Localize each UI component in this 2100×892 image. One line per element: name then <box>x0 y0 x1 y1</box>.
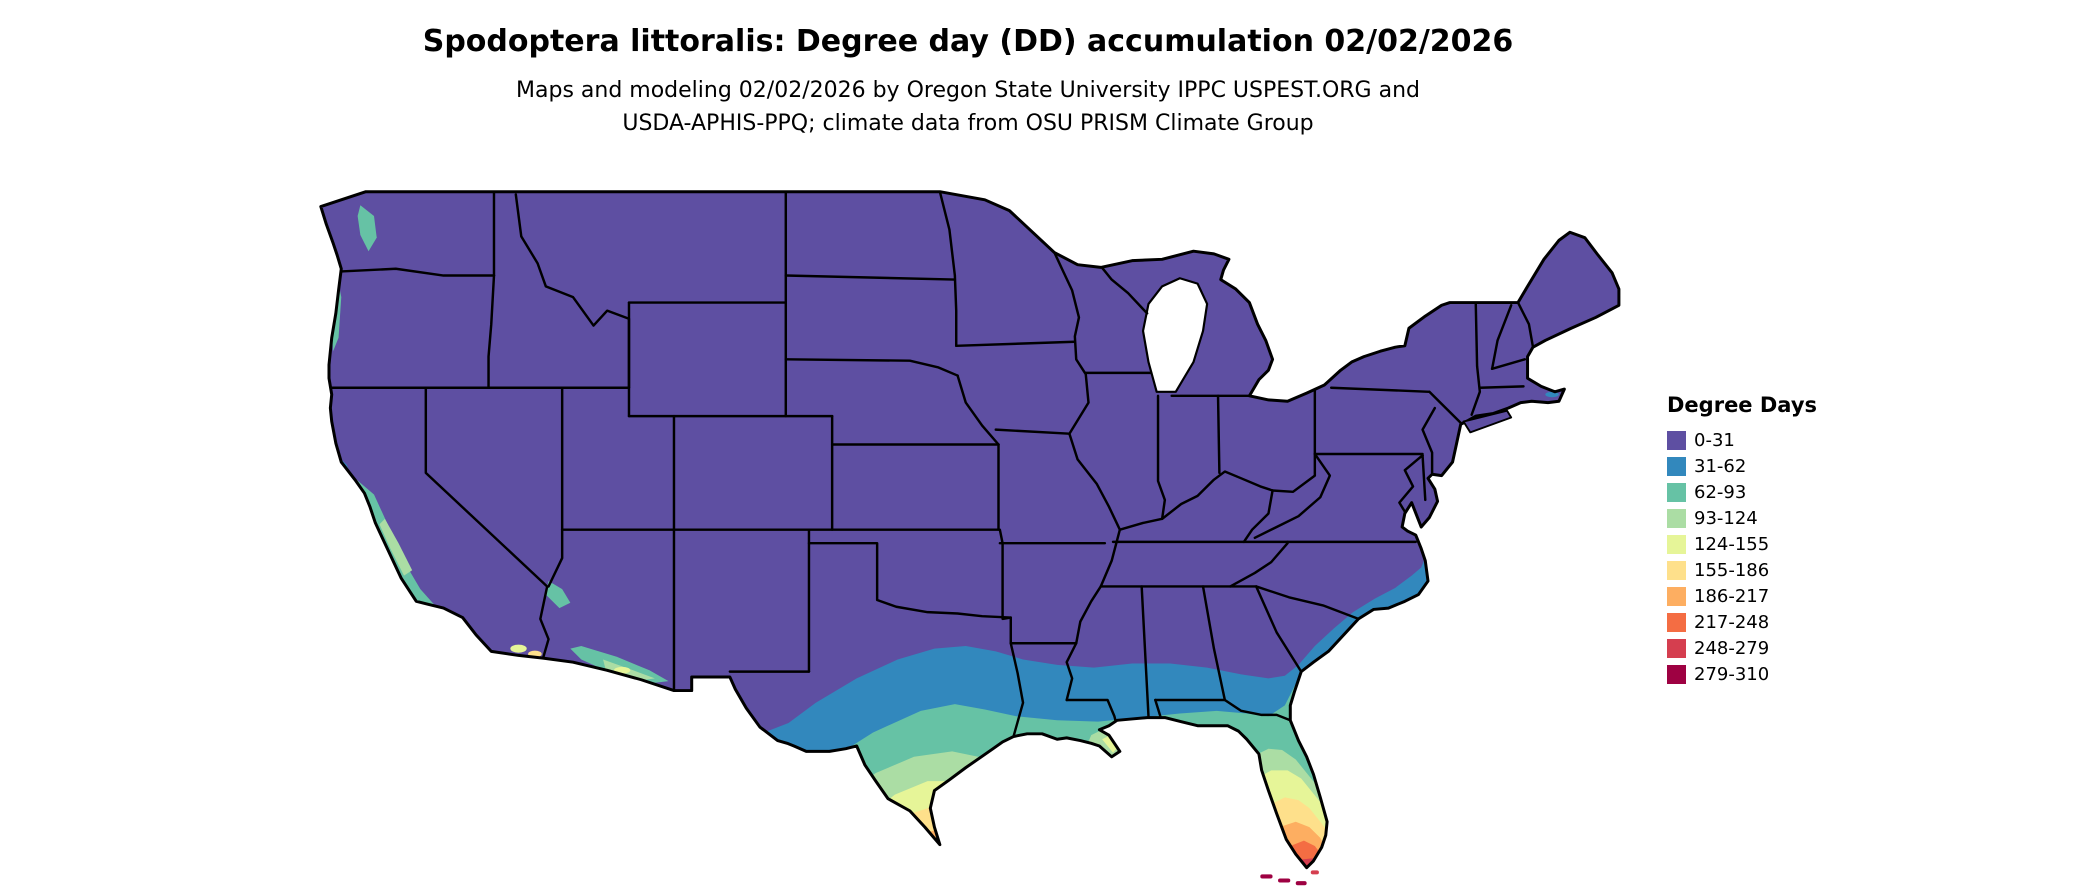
page-subtitle: Maps and modeling 02/02/2026 by Oregon S… <box>0 74 1936 140</box>
keys-dash-1 <box>1260 874 1273 879</box>
legend-title: Degree Days <box>1667 393 1818 417</box>
border-ia-mn <box>955 340 1077 348</box>
border-ga-sc <box>1254 585 1303 673</box>
border-al-fl-west <box>1154 698 1162 719</box>
legend-label: 0-31 <box>1694 429 1735 451</box>
border-ia-mo <box>994 428 1071 435</box>
legend-swatch-186-217 <box>1667 586 1686 606</box>
border-missouri-river <box>956 374 1000 446</box>
lake-michigan <box>1141 277 1209 393</box>
legend-items: 0-31 31-62 62-93 93-124 124-155 155-186 … <box>1667 427 1817 687</box>
map-container <box>314 189 1623 892</box>
band-155-186-south <box>879 797 1334 868</box>
legend-label: 62-93 <box>1694 481 1747 503</box>
border-nc-sc <box>1254 585 1360 621</box>
border-sd-ne <box>784 358 959 377</box>
state-borders <box>323 191 1535 738</box>
legend-item: 155-186 <box>1667 557 1817 583</box>
patch-california-green <box>346 478 462 638</box>
legend-swatch-62-93 <box>1667 482 1686 502</box>
border-wv-va <box>1253 452 1332 540</box>
legend-item: 217-248 <box>1667 609 1817 635</box>
border-nd-sd <box>784 274 957 281</box>
border-tx-la <box>1009 642 1025 738</box>
title-block: Spodoptera littoralis: Degree day (DD) a… <box>0 24 1936 140</box>
border-me-nh <box>1516 301 1535 349</box>
subtitle-line-2: USDA-APHIS-PPQ; climate data from OSU PR… <box>622 111 1314 136</box>
legend-item: 0-31 <box>1667 427 1817 453</box>
border-nv-az <box>547 528 564 588</box>
us-outline <box>319 190 1621 870</box>
legend-swatch-248-279 <box>1667 638 1686 658</box>
border-mississippi-river <box>1053 251 1122 702</box>
border-oh-pa-wv <box>1271 387 1317 494</box>
legend-item: 186-217 <box>1667 583 1817 609</box>
border-il-in <box>1156 394 1167 521</box>
legend-label: 155-186 <box>1694 559 1770 581</box>
border-ky-va <box>1242 489 1274 544</box>
legend-item: 279-310 <box>1667 661 1817 687</box>
page-title: Spodoptera littoralis: Degree day (DD) a… <box>422 24 1514 59</box>
border-in-oh <box>1216 394 1221 475</box>
legend-item: 93-124 <box>1667 505 1817 531</box>
keys-dash-4 <box>1310 870 1319 875</box>
border-fl-north <box>1154 698 1292 722</box>
border-ny-east <box>1470 301 1482 416</box>
legend-swatch-279-310 <box>1667 664 1686 684</box>
border-ohio-river <box>1118 470 1274 531</box>
legend-label: 124-155 <box>1694 533 1770 555</box>
border-mn-west <box>938 191 958 348</box>
band-0-31 <box>320 191 1619 868</box>
legend-swatch-0-31 <box>1667 430 1686 450</box>
keys-dash-3 <box>1295 881 1307 886</box>
legend-item: 124-155 <box>1667 531 1817 557</box>
border-md-va <box>1398 454 1424 518</box>
us-degree-day-map <box>319 190 1621 886</box>
legend-swatch-31-62 <box>1667 456 1686 476</box>
border-ms-al <box>1140 585 1150 718</box>
legend-label: 248-279 <box>1694 637 1770 659</box>
border-ca-nv <box>424 386 550 660</box>
border-nj-pa <box>1421 406 1437 475</box>
border-tx-ok <box>807 541 1012 619</box>
legend-label: 31-62 <box>1694 455 1747 477</box>
patch-puget-sound-green <box>357 205 377 252</box>
patch-arizona-green <box>570 645 669 684</box>
border-ny-nj <box>1428 390 1462 425</box>
legend: Degree Days 0-31 31-62 62-93 93-124 124-… <box>1667 393 1817 687</box>
border-wi-mi <box>1099 264 1149 315</box>
legend-item: 62-93 <box>1667 479 1817 505</box>
border-tn-nc <box>1229 541 1289 588</box>
legend-label: 217-248 <box>1694 611 1770 633</box>
band-186-217-south <box>908 821 1330 868</box>
legend-label: 279-310 <box>1694 663 1770 685</box>
florida-keys <box>1260 870 1319 886</box>
border-wa-or <box>340 267 496 277</box>
legend-item: 31-62 <box>1667 453 1817 479</box>
keys-dash-2 <box>1278 878 1291 883</box>
patch-imperial-valley-paleyellow <box>510 644 527 653</box>
band-217-248-south <box>930 839 1326 868</box>
border-id-mt-wy <box>514 193 631 389</box>
patch-central-valley-lightgreen <box>379 518 413 576</box>
legend-swatch-124-155 <box>1667 534 1686 554</box>
patch-southern-nevada-green <box>545 581 571 609</box>
border-al-ga <box>1201 585 1227 702</box>
legend-swatch-217-248 <box>1667 612 1686 632</box>
border-vt-nh <box>1490 304 1513 371</box>
border-or-id <box>487 274 496 389</box>
legend-label: 186-217 <box>1694 585 1770 607</box>
raster-bands <box>320 191 1619 868</box>
legend-label: 93-124 <box>1694 507 1758 529</box>
legend-item: 248-279 <box>1667 635 1817 661</box>
border-ny-pa <box>1329 386 1431 394</box>
legend-swatch-155-186 <box>1667 560 1686 580</box>
subtitle-line-1: Maps and modeling 02/02/2026 by Oregon S… <box>516 78 1420 103</box>
border-de-md <box>1421 454 1427 502</box>
long-island <box>1462 409 1513 434</box>
legend-swatch-93-124 <box>1667 508 1686 528</box>
border-ma-nh <box>1490 358 1527 371</box>
border-ma-south <box>1478 385 1525 389</box>
